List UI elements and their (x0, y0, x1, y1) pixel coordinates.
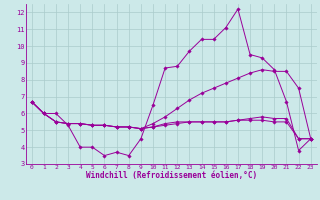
X-axis label: Windchill (Refroidissement éolien,°C): Windchill (Refroidissement éolien,°C) (86, 171, 257, 180)
